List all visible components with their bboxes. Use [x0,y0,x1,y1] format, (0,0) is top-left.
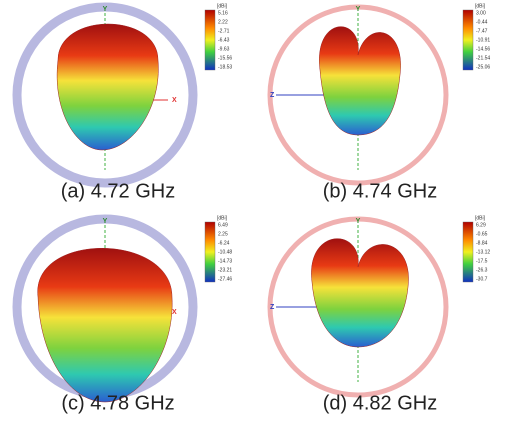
colorbar-unit: [dBi] [217,3,228,9]
pattern-panel: Y Z [dBi]3.00 -0.44 -7.47 -10.91 -14.56 -21.54 -… [270,3,490,202]
caption: (b) 4.74 GHz [323,180,437,202]
colorbar-label: 5.16 [218,10,228,16]
axis-label: Y [356,218,361,225]
axis-label: X [172,97,177,104]
colorbar-label: -2.71 [218,28,230,34]
caption: (d) 4.82 GHz [323,392,437,414]
colorbar-label: -7.47 [476,28,488,34]
colorbar-label: 2.22 [218,19,228,25]
axis-label: X [172,309,177,316]
radiation-pattern [311,239,408,347]
radiation-pattern [319,27,400,135]
colorbar-label: -6.43 [218,37,230,43]
colorbar-label: -26.3 [476,267,488,273]
colorbar-unit: [dBi] [475,3,486,9]
colorbar-label: -30.7 [476,276,488,282]
colorbar-label: -14.73 [218,258,232,264]
colorbar-label: -10.48 [218,249,232,255]
colorbar-label: -10.91 [476,37,490,43]
colorbar-label: 3.00 [476,10,486,16]
colorbar [205,222,215,282]
axis-label: Y [103,6,108,13]
colorbar-label: -23.21 [218,267,232,273]
axis-label: Z [270,92,275,99]
colorbar-label: -25.06 [476,64,490,70]
colorbar-label: -13.12 [476,249,490,255]
axis-label: Z [270,304,275,311]
caption: (a) 4.72 GHz [61,180,175,202]
colorbar-label: -17.5 [476,258,488,264]
colorbar-label: 2.25 [218,231,228,237]
colorbar-label: -0.65 [476,231,488,237]
pattern-panel: Y X [dBi]5.16 2.22 -2.71 -6.43 -9.63 -15.56 -18.… [17,3,232,202]
axis-label: Y [356,6,361,13]
colorbar-label: -8.84 [476,240,488,246]
colorbar-label: -6.24 [218,240,230,246]
colorbar [205,10,215,70]
colorbar [463,222,473,282]
colorbar-unit: [dBi] [475,215,486,221]
pattern-panel: Y Z [dBi]6.29 -0.65 -8.84 -13.12 -17.5 -26.3 -30… [270,215,490,414]
colorbar-label: -21.54 [476,55,490,61]
radiation-pattern [57,24,158,150]
caption: (c) 4.78 GHz [61,392,174,414]
colorbar [463,10,473,70]
colorbar-label: -18.53 [218,64,232,70]
colorbar-label: -14.56 [476,46,490,52]
colorbar-label: 6.49 [218,222,228,228]
colorbar-label: -0.44 [476,19,488,25]
colorbar-label: 6.29 [476,222,486,228]
colorbar-label: -9.63 [218,46,230,52]
colorbar-label: -15.56 [218,55,232,61]
colorbar-unit: [dBi] [217,215,228,221]
pattern-panel: Y X [dBi]6.49 2.25 -6.24 -10.48 -14.73 -23.21 -2… [17,215,232,414]
figure: YX[dBi]5.162.22-2.71-6.43-9.63-15.56-18.… [0,0,508,425]
colorbar-label: -27.46 [218,276,232,282]
axis-label: Y [103,218,108,225]
